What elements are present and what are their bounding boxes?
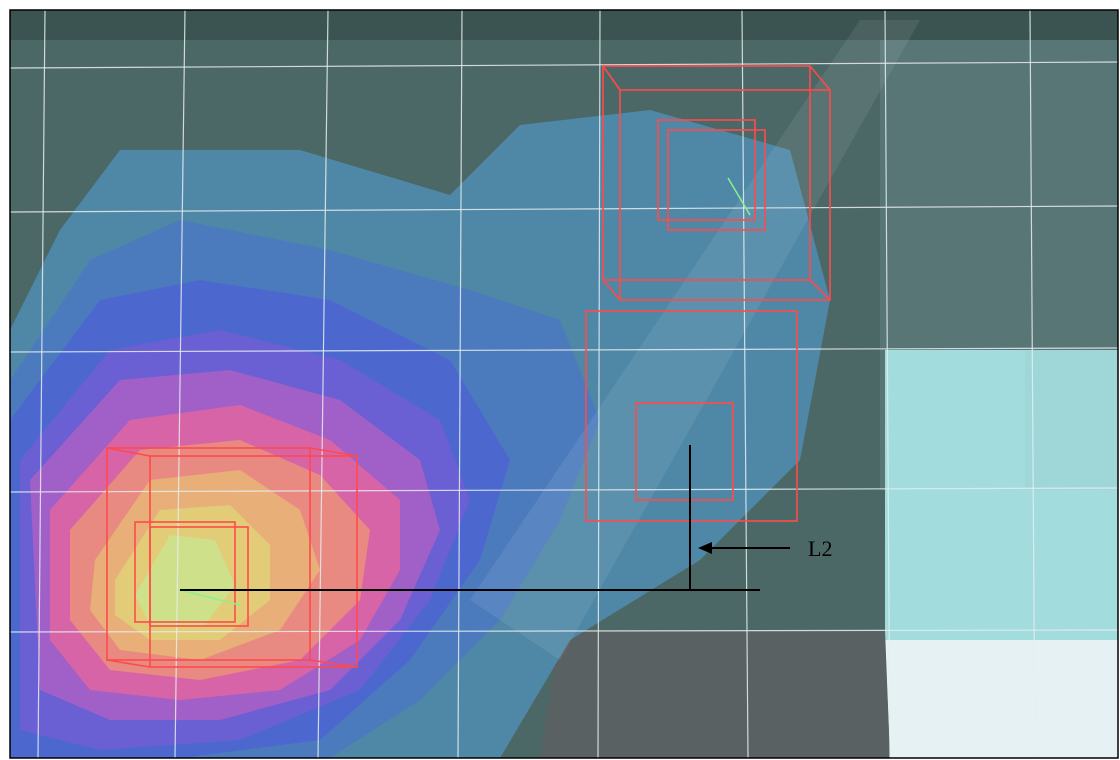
grid-line [9, 205, 1119, 213]
wall-top [10, 10, 1118, 40]
annotation: L2 [180, 445, 832, 591]
box-edge [657, 119, 756, 221]
arrow-head [698, 542, 712, 554]
box-edge [585, 310, 798, 522]
grid-line [741, 9, 749, 759]
box-edge [809, 279, 831, 301]
box-edge [106, 659, 151, 668]
cyan-area-top [1025, 350, 1118, 490]
frame [9, 9, 1119, 759]
box-edge [149, 526, 249, 627]
box-edge [309, 447, 358, 457]
direction [179, 589, 241, 606]
box-edge [667, 129, 766, 231]
box-edge [635, 402, 734, 501]
grid-line [9, 487, 1119, 493]
grid-line [9, 61, 1119, 69]
light-band [470, 20, 920, 660]
box-middle [585, 310, 798, 522]
grid-line [317, 9, 329, 759]
box-bottom [106, 447, 358, 668]
grid [9, 9, 1119, 759]
box-edge [809, 65, 831, 91]
grid-line [457, 9, 463, 759]
box-edge [619, 89, 831, 301]
light-area [885, 640, 1118, 758]
grid-line [37, 9, 46, 759]
box-top [602, 65, 831, 301]
box-edge [602, 65, 621, 91]
box-edge [309, 659, 358, 668]
heatmap [10, 110, 830, 758]
direction [727, 177, 751, 216]
grid-line [9, 347, 1119, 353]
box-edge [106, 447, 151, 457]
grid-line [1029, 9, 1036, 759]
contour [135, 535, 235, 625]
grid-line [884, 9, 891, 759]
box-edge [106, 447, 311, 661]
grid-line [597, 9, 601, 759]
box-edge [134, 521, 236, 623]
grid-line [174, 9, 186, 759]
box-edge [602, 65, 811, 281]
label: L2 [808, 536, 832, 561]
box-edge [602, 279, 621, 301]
gray-area [540, 630, 890, 758]
grid-line [9, 629, 1119, 633]
